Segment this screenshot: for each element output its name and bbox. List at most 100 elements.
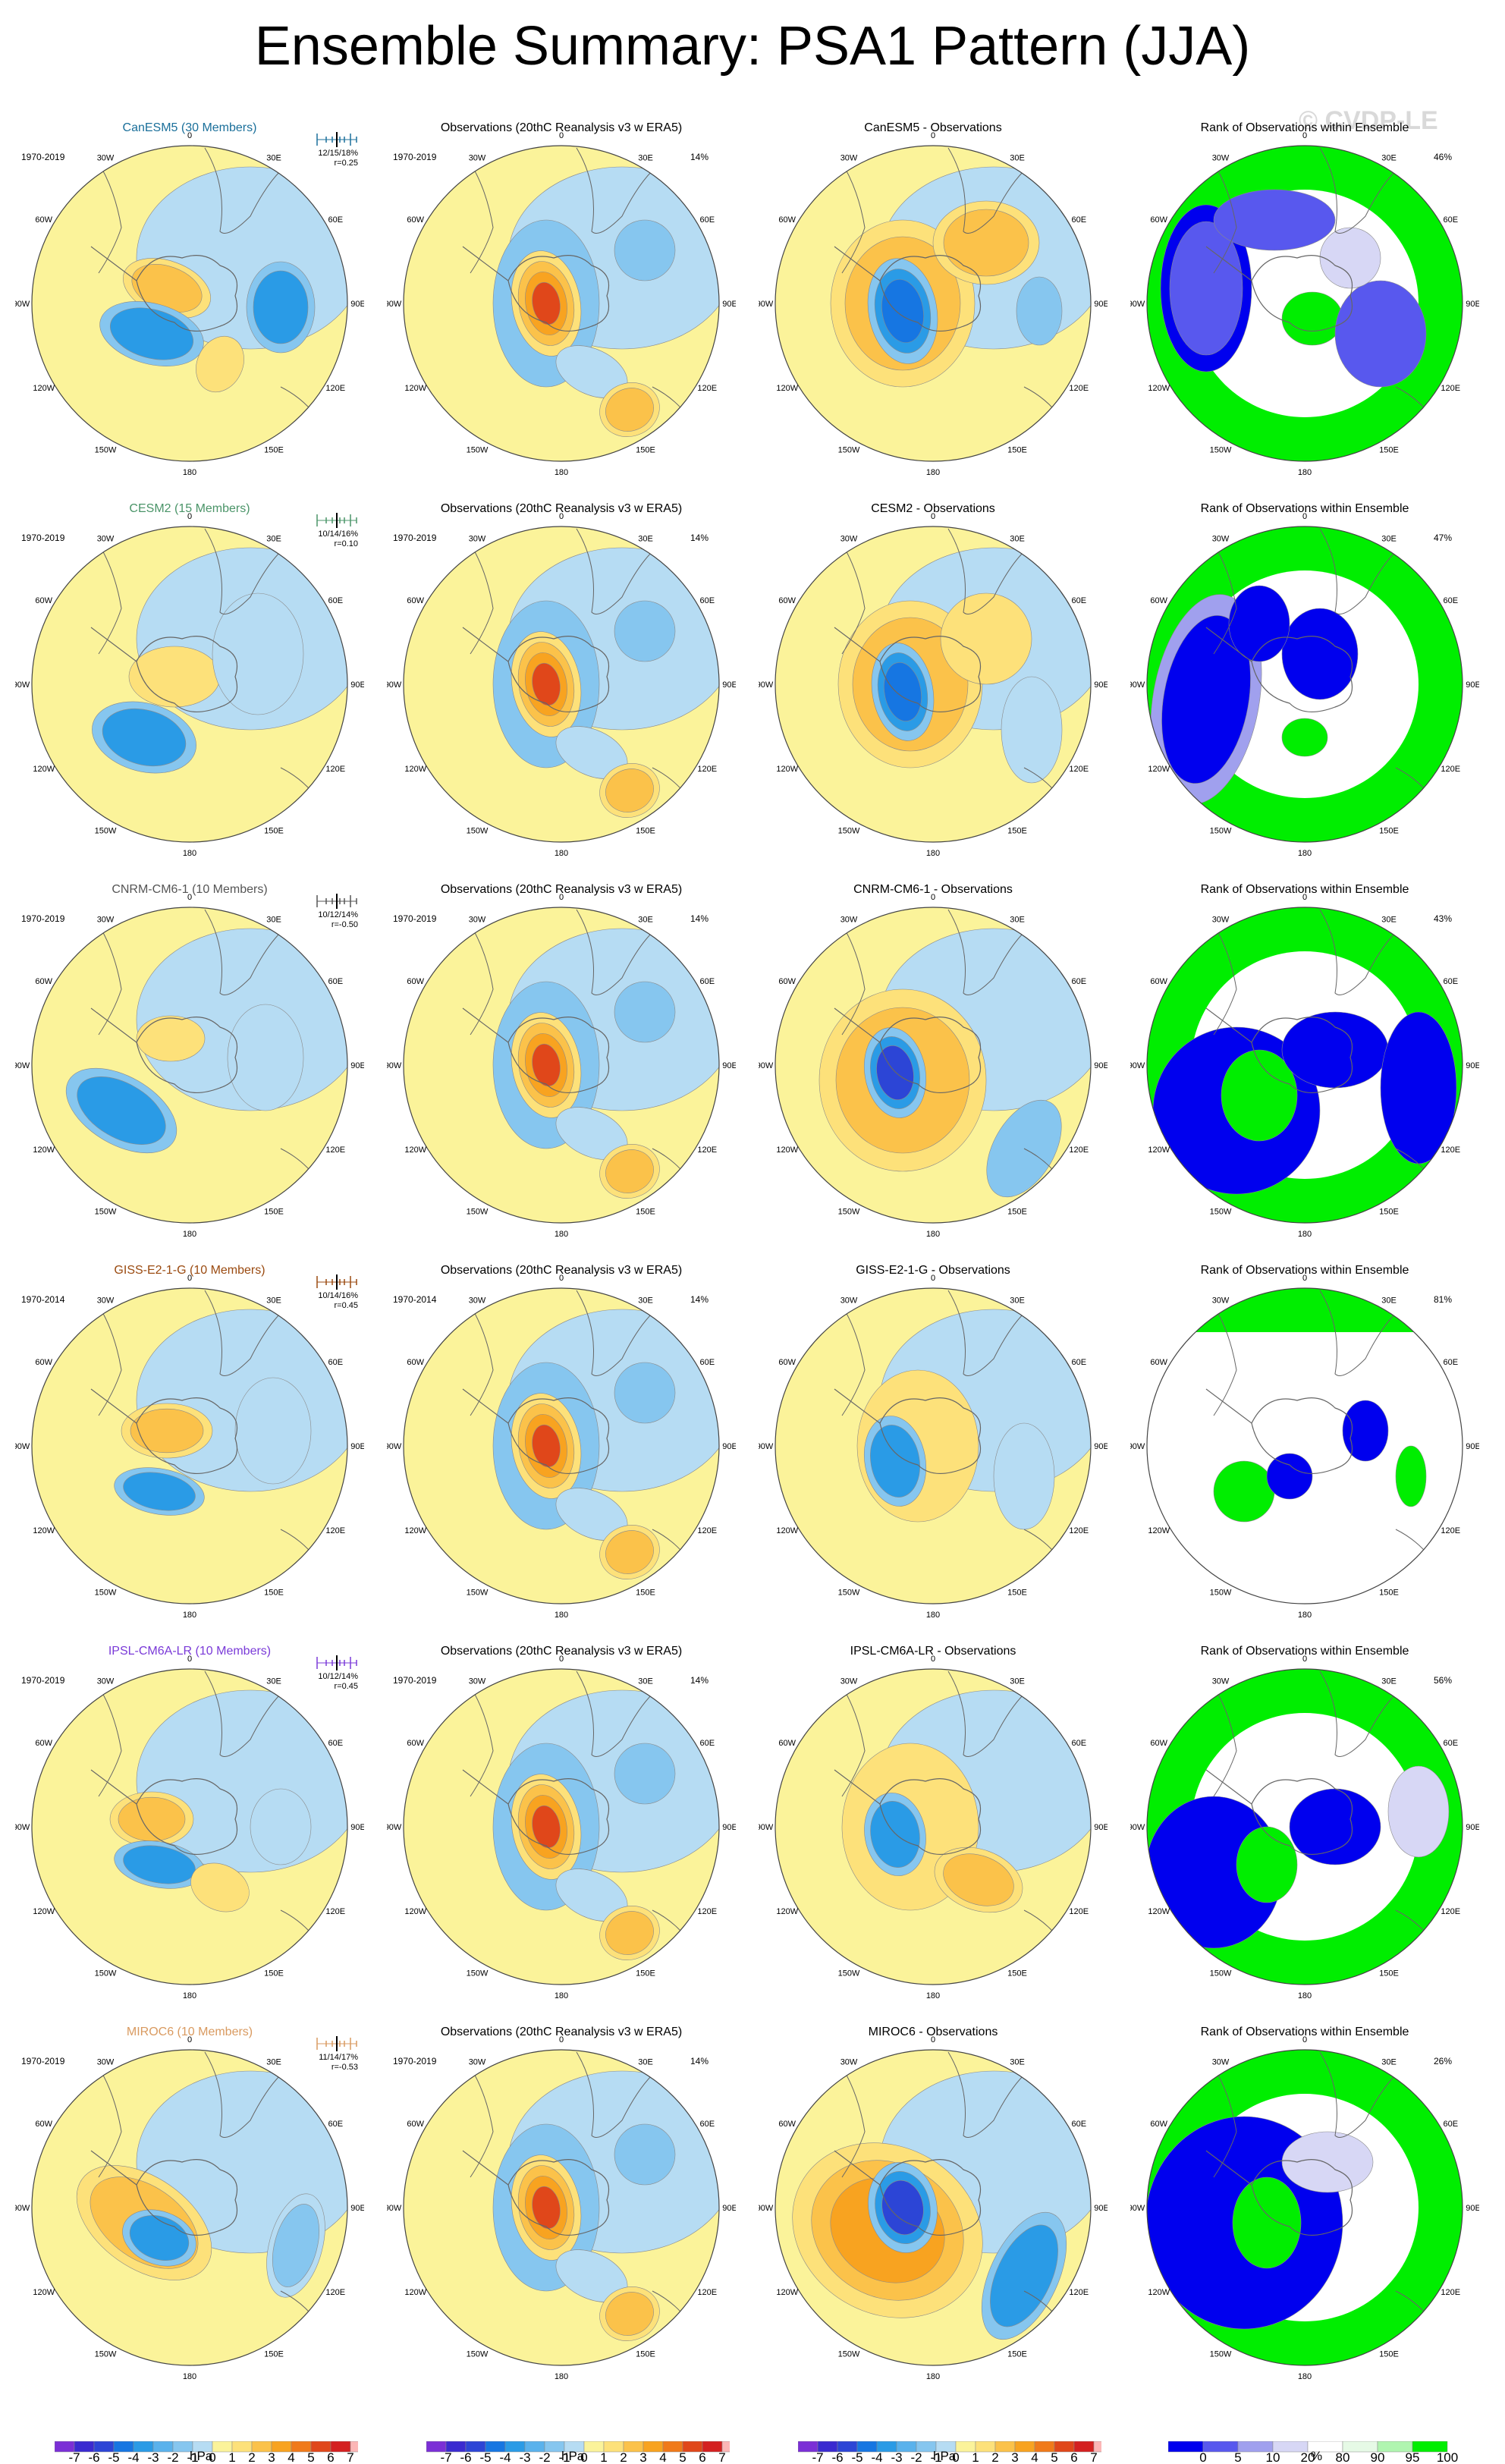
anomaly-contour <box>130 1408 204 1454</box>
africa-coastline <box>204 2051 281 2138</box>
longitude-label: 90W <box>759 1442 774 1451</box>
panel-diff-row-3: 0 30E 60E 90E 120E 150E 180 150W 120W 90W 60W 30W GI… <box>759 1264 1108 1628</box>
colorbar-unit: hPa <box>190 2449 213 2463</box>
longitude-label: 60E <box>328 596 343 605</box>
anomaly-contour <box>190 1862 250 1912</box>
peninsula-coastline <box>1205 1388 1252 1424</box>
longitude-label: 120E <box>1069 384 1089 393</box>
peninsula-coastline <box>90 246 137 281</box>
longitude-label: 90W <box>759 1061 774 1070</box>
longitude-label: 120E <box>325 765 345 774</box>
longitude-label: 120W <box>1148 1526 1170 1535</box>
longitude-label: 60E <box>1443 596 1458 605</box>
longitude-label: 0 <box>931 131 935 140</box>
colorbar-unit: hPa <box>561 2449 585 2463</box>
longitude-label: 30E <box>638 1677 653 1686</box>
longitude-label: 180 <box>1298 468 1312 477</box>
longitude-label: 30W <box>97 1296 115 1306</box>
longitude-label: 120W <box>776 1146 798 1155</box>
colorbar-diff: -7 -6 -5 -4 -3 -2 -1 0 1 2 3 4 5 6 7 <box>798 2441 1101 2462</box>
longitude-label: 0 <box>559 1655 564 1664</box>
longitude-label: 60E <box>1071 977 1086 986</box>
longitude-label: 90W <box>1130 2204 1145 2213</box>
stats-label: 10/12/14% r=-0.50 <box>309 910 358 930</box>
anomaly-contour <box>102 709 187 766</box>
longitude-label: 150E <box>636 1207 655 1216</box>
obs-pct-variance: 14% <box>690 1675 709 1686</box>
longitude-label: 180 <box>183 2372 196 2381</box>
polar-map: 0 30E 60E 90E 120E 150E 180 150W 120W 90W 60W 30W <box>759 131 1108 477</box>
antarctica-coastline <box>1251 1017 1353 1094</box>
colorbar-tick-label: -7 <box>812 2450 823 2462</box>
longitude-label: 90E <box>722 680 736 690</box>
polar-map: 0 30E 60E 90E 120E 150E 180 150W 120W 90W 60W 30W <box>15 2035 364 2381</box>
peninsula-coastline <box>462 2150 509 2186</box>
pct-variance-range: 11/14/17% <box>319 2053 358 2062</box>
longitude-label: 30W <box>97 154 115 163</box>
anomaly-contour <box>614 219 676 281</box>
longitude-label: 150W <box>467 2349 489 2359</box>
longitude-label: 90W <box>759 680 774 690</box>
colorbar-tick-label: 5 <box>1051 2450 1057 2462</box>
map-border <box>403 1668 720 1985</box>
anomaly-contour <box>77 1076 166 1145</box>
longitude-label: 90E <box>1094 300 1108 309</box>
longitude-label: 60W <box>1150 1739 1167 1748</box>
longitude-label: 60W <box>778 1739 796 1748</box>
longitude-label: 120E <box>1441 765 1460 774</box>
colorbar-tick-label: 7 <box>718 2450 725 2462</box>
colorbar-tick-label: 20 <box>1301 2450 1315 2462</box>
peninsula-coastline <box>462 1769 509 1805</box>
longitude-label: 30W <box>840 154 858 163</box>
longitude-label: 30E <box>638 154 653 163</box>
polar-map: 0 30E 60E 90E 120E 150E 180 150W 120W 90W 60W 30W <box>1130 1655 1479 2000</box>
colorbar-tick-label: -6 <box>88 2450 99 2462</box>
longitude-label: 30W <box>840 916 858 925</box>
anomaly-contour <box>614 1362 676 1424</box>
longitude-label: 90E <box>350 1442 364 1451</box>
longitude-label: 0 <box>559 893 564 902</box>
rank-title: Rank of Observations within Ensemble <box>1200 502 1409 515</box>
polar-map: 0 30E 60E 90E 120E 150E 180 150W 120W 90W 60W 30W <box>15 512 364 858</box>
longitude-label: 90W <box>387 300 402 309</box>
longitude-label: 120E <box>697 1907 717 1916</box>
watermark: © CVDP-LE <box>1299 106 1438 135</box>
colorbar-tick-label: -3 <box>891 2450 902 2462</box>
longitude-label: 120W <box>33 2288 55 2297</box>
longitude-label: 120W <box>1148 765 1170 774</box>
peninsula-coastline <box>1205 627 1252 662</box>
longitude-label: 60W <box>407 596 424 605</box>
panel-obs-row-3: 0 30E 60E 90E 120E 150E 180 150W 120W 90W 60W 30W Ob… <box>387 1264 736 1628</box>
longitude-label: 120W <box>33 1526 55 1535</box>
model-title: MIROC6 (10 Members) <box>126 2026 253 2038</box>
longitude-label: 150E <box>1007 2349 1027 2359</box>
anomaly-contour <box>227 1004 304 1111</box>
longitude-label: 60W <box>1150 1358 1167 1367</box>
longitude-label: 120E <box>1069 1907 1089 1916</box>
obs-title: Observations (20thC Reanalysis v3 w ERA5… <box>440 2026 683 2038</box>
peninsula-coastline <box>1205 1007 1252 1043</box>
longitude-label: 150W <box>1210 2349 1232 2359</box>
polar-map: 0 30E 60E 90E 120E 150E 180 150W 120W 90W 60W 30W <box>1130 512 1479 858</box>
longitude-label: 60W <box>1150 2120 1167 2129</box>
colorbar-tick-label: -1 <box>930 2450 941 2462</box>
years-label: 1970-2014 <box>21 1294 65 1305</box>
map-border <box>403 145 720 462</box>
polar-map: 0 30E 60E 90E 120E 150E 180 150W 120W 90W 60W 30W <box>1130 1274 1479 1620</box>
longitude-label: 150W <box>95 2349 117 2359</box>
longitude-label: 60E <box>1071 2120 1086 2129</box>
africa-coastline <box>947 909 1025 995</box>
longitude-label: 60E <box>328 2120 343 2129</box>
peninsula-coastline <box>462 1388 509 1424</box>
peninsula-coastline <box>1205 1769 1252 1805</box>
longitude-label: 90W <box>15 300 30 309</box>
colorbar-tick-label: -4 <box>871 2450 882 2462</box>
panel-obs-row-0: 0 30E 60E 90E 120E 150E 180 150W 120W 90W 60W 30W Ob… <box>387 121 736 486</box>
longitude-label: 150W <box>467 445 489 454</box>
map-border <box>1146 1668 1463 1985</box>
model-title: GISS-E2-1-G (10 Members) <box>114 1264 265 1277</box>
pct-variance-range: 10/14/16% <box>318 1291 358 1300</box>
longitude-label: 120E <box>1441 1907 1460 1916</box>
longitude-label: 0 <box>1302 1274 1307 1283</box>
longitude-label: 180 <box>183 849 196 858</box>
